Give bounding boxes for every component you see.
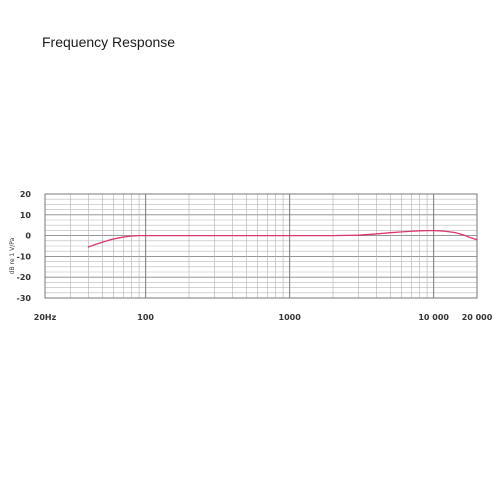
chart-title: Frequency Response [42, 34, 176, 50]
y-axis-label: dB re 1 V/Pa [9, 237, 16, 274]
x-tick-labels: 20Hz 100 1000 10 000 20 000 [34, 313, 493, 322]
x-tick-label: 20Hz [34, 313, 57, 322]
y-tick-labels: 20 10 0 -10 -20 -30 [17, 190, 32, 303]
y-tick-label: -10 [17, 252, 32, 261]
x-tick-label: 1000 [279, 313, 302, 322]
plot-frame [44, 193, 478, 299]
x-tick-label: 20 000 [462, 313, 493, 322]
x-tick-label: 100 [137, 313, 154, 322]
x-tick-label: 10 000 [418, 313, 449, 322]
y-tick-label: -30 [17, 294, 32, 303]
frequency-response-line [87, 229, 478, 248]
grid [44, 193, 478, 299]
y-tick-label: 0 [25, 232, 31, 241]
y-tick-label: 10 [20, 211, 32, 220]
y-tick-label: 20 [20, 190, 32, 199]
series-group [87, 229, 478, 248]
y-tick-label: -20 [17, 273, 32, 282]
